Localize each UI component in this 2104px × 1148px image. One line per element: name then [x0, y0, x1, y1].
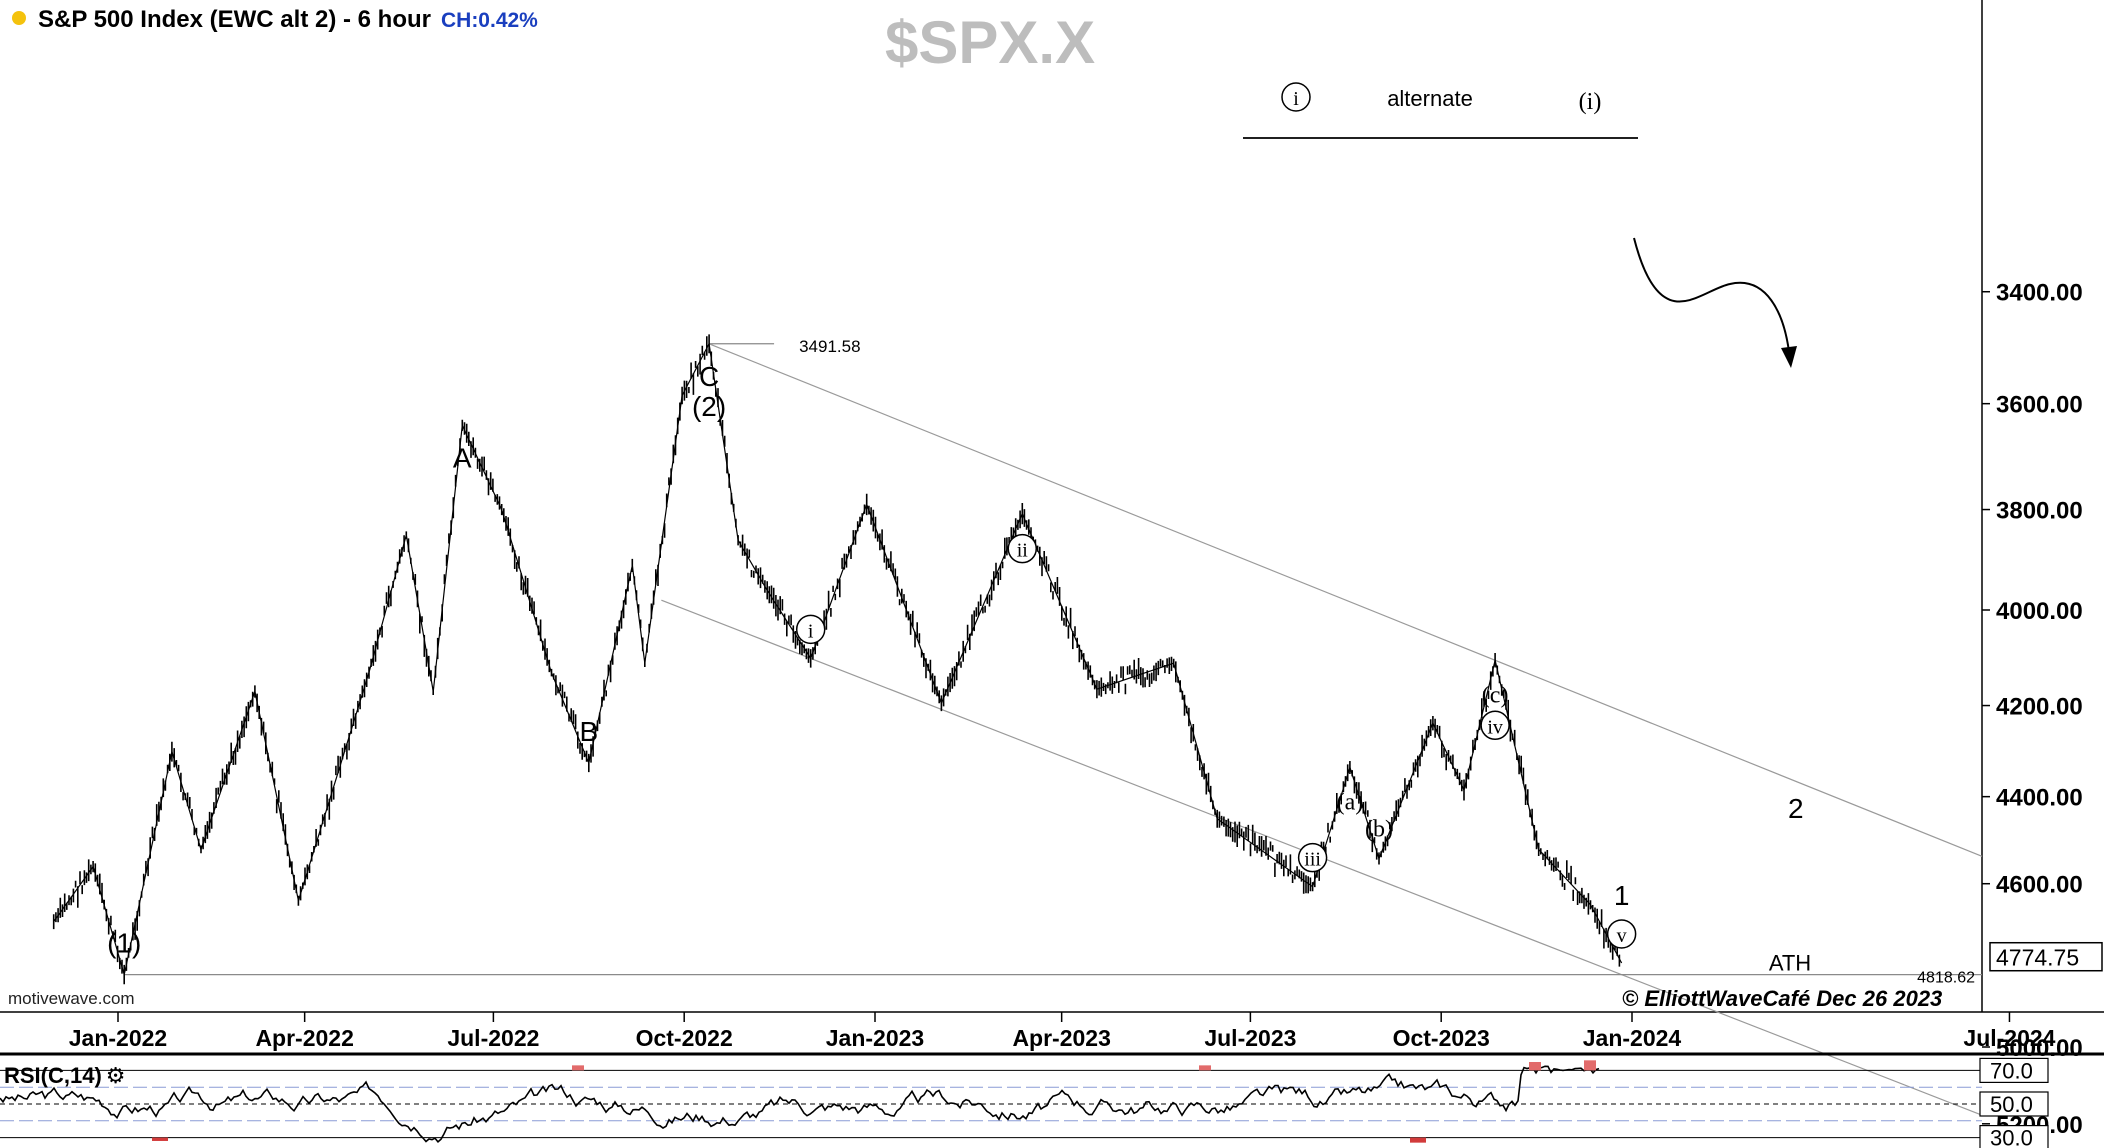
wave-label-circle — [1606, 919, 1637, 949]
legend-text: alternate — [1387, 86, 1473, 111]
wave-label: i — [808, 620, 814, 642]
projection-arrow — [1633, 237, 1797, 368]
price-line — [53, 341, 1623, 975]
current-price-box — [1989, 941, 2103, 972]
wave-label: (a) — [1337, 790, 1364, 816]
projection-curve — [1633, 237, 1791, 361]
rsi-level-box — [1979, 1091, 2049, 1117]
price-tick-label: 4000.00 — [1996, 598, 2083, 625]
rsi-panel[interactable]: 70.0 50.0 30.0 — [0, 1052, 2104, 1148]
rsi-oversold-fill — [1410, 1137, 1426, 1143]
price-tick-label: 5000.00 — [1996, 1035, 2083, 1062]
wave-label: (b) — [1365, 816, 1393, 842]
ath-line: ATH 4818.62 3491.58 — [124, 337, 1982, 987]
arrowhead-icon — [1781, 346, 1797, 368]
time-tick-label: Jul-2024 — [1963, 1025, 2055, 1051]
time-tick-label: Jan-2022 — [69, 1025, 167, 1051]
grid-lines — [0, 0, 2104, 1013]
source-label: motivewave.com — [8, 989, 135, 1008]
price-bars — [52, 334, 1621, 985]
status-dot-icon — [12, 11, 26, 25]
ath-price-label: 4818.62 — [1917, 970, 1975, 987]
wave-label: v — [1617, 925, 1627, 947]
price-series — [52, 334, 1623, 985]
wave-label: B — [579, 716, 598, 747]
rsi-overbought-fill — [1199, 1065, 1211, 1071]
rsi-line — [0, 1065, 1600, 1144]
wave-label-circle — [1007, 533, 1038, 564]
ath-label: ATH — [1769, 951, 1811, 976]
time-tick-label: Oct-2022 — [636, 1025, 733, 1051]
wave-label: C — [699, 361, 719, 392]
time-tick-label: Jul-2022 — [447, 1025, 539, 1051]
rsi-label[interactable]: RSI(C,14) ⚙ — [4, 1063, 126, 1088]
wave-label-circle — [1480, 710, 1510, 741]
time-axis[interactable]: Jan-2022 Apr-2022 Jul-2022 Oct-2022 Jan-2023… — [69, 1012, 2056, 1051]
rsi-overbought-fill — [572, 1065, 584, 1071]
copyright-label: © ElliottWaveCafé Dec 26 2023 — [1622, 986, 1943, 1011]
legend: i alternate (i) — [1243, 82, 1638, 139]
rsi-level-label: 70.0 — [1990, 1058, 2033, 1083]
rsi-overbought-fill — [1584, 1060, 1596, 1071]
chart-title-bar: S&P 500 Index (EWC alt 2) - 6 hour CH:0.4… — [12, 6, 538, 34]
time-tick-label: Apr-2023 — [1012, 1025, 1110, 1051]
wave-label-circle — [795, 614, 826, 645]
low-price-label: 3491.58 — [799, 337, 860, 356]
wave-label: iii — [1304, 849, 1321, 871]
legend-symbol-left: i — [1293, 88, 1299, 110]
rsi-overbought-fill — [1529, 1062, 1541, 1071]
symbol-watermark: $SPX.X — [885, 9, 1096, 76]
chart-title: S&P 500 Index (EWC alt 2) - 6 hour — [38, 6, 431, 33]
wave-label: (1) — [107, 928, 141, 959]
change-readout: CH:0.42% — [440, 9, 538, 32]
price-tick-label: 4200.00 — [1996, 694, 2083, 721]
price-tick-label: 4600.00 — [1996, 872, 2083, 899]
legend-symbol-right: (i) — [1579, 89, 1602, 115]
time-tick-label: Jul-2023 — [1204, 1025, 1296, 1051]
price-axis[interactable]: 3400.00 3600.00 3800.00 4000.00 4200.00 4400.… — [1982, 280, 2103, 1139]
wave-label: (c) — [1482, 682, 1509, 708]
rsi-level-label: 30.0 — [1990, 1126, 2033, 1148]
rsi-level-label: 50.0 — [1990, 1092, 2033, 1117]
wave-label: ii — [1017, 540, 1029, 562]
time-tick-label: Jan-2024 — [1583, 1025, 1682, 1051]
time-tick-label: Jan-2023 — [826, 1025, 924, 1051]
rsi-level-box — [1979, 1124, 2049, 1148]
wave-label: 1 — [1614, 880, 1630, 911]
wave-label: (2) — [692, 391, 726, 422]
wave-label: iv — [1487, 716, 1503, 738]
wave-label: A — [453, 442, 472, 473]
rsi-level-box — [1979, 1057, 2049, 1084]
wave-label: 2 — [1788, 793, 1804, 824]
gear-icon[interactable]: ⚙ — [105, 1063, 126, 1088]
time-tick-label: Oct-2023 — [1393, 1025, 1490, 1051]
price-tick-label: 3600.00 — [1996, 392, 2083, 419]
rsi-oversold-fill — [152, 1137, 168, 1141]
price-tick-label: 4400.00 — [1996, 785, 2083, 812]
lower-channel-line — [708, 343, 1983, 857]
price-tick-label: 3800.00 — [1996, 498, 2083, 525]
price-tick-label: 3400.00 — [1996, 280, 2083, 307]
current-price-label: 4774.75 — [1996, 945, 2079, 971]
time-tick-label: Apr-2022 — [255, 1025, 353, 1051]
legend-circle-icon — [1281, 82, 1311, 112]
wave-label-circle — [1297, 842, 1328, 873]
